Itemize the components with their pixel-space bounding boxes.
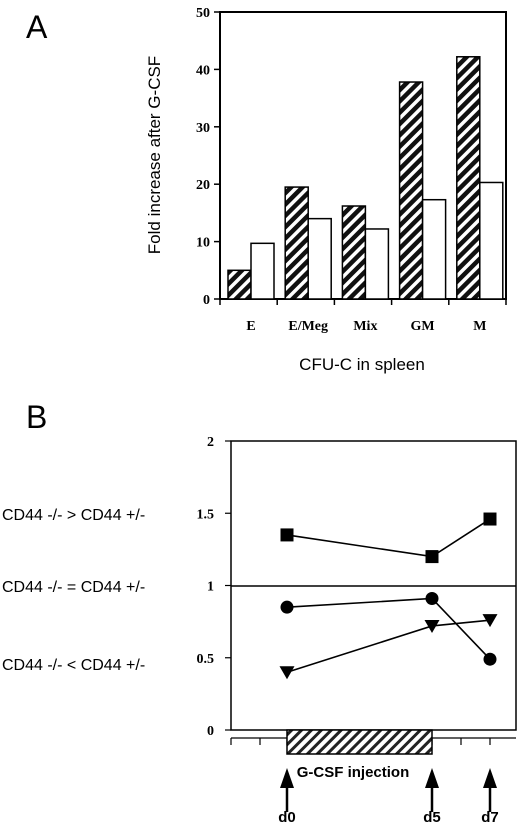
bar-gm-open [421,198,447,300]
point-triangle-down-d7 [482,614,498,628]
panel-b-letter: B [26,399,47,435]
point-triangle-down-d0 [279,666,295,680]
y-tick-label: 0.5 [197,652,215,667]
point-circle-d0 [280,600,294,614]
panel-b-series [279,512,498,680]
point-square-d7 [483,512,497,526]
panel-b: B 0 0.5 1 1.5 2 CD44 -/- > CD44 +/- CD44 -/-… [2,399,517,825]
bar-gm-hatched [398,81,424,300]
bar-e-hatched [227,269,252,300]
y-tick-label: 2 [207,435,214,450]
y-tick-label: 1.5 [197,507,215,522]
x-tick-label: E [246,319,255,334]
x-tick-label: GM [411,319,435,334]
y-tick-label: 20 [196,178,210,193]
bar-e-open [250,242,275,300]
injection-label: G-CSF injection [297,764,410,781]
bar-mix-hatched [341,205,367,300]
series-circle-line [286,597,491,660]
y-tick-label: 0 [203,293,210,308]
y-tick-label: 50 [196,6,210,21]
y-tick-label: 10 [196,236,210,251]
panel-a-y-axis-label: Fold increase after G-CSF [145,56,164,254]
point-circle-d5 [425,592,439,606]
point-square-d5 [425,550,439,564]
x-tick-label: Mix [353,319,377,334]
bar-m-open [479,181,504,300]
panel-a-x-axis-label: CFU-C in spleen [299,355,425,374]
panel-b-y-axis: 0 0.5 1 1.5 2 [197,435,231,739]
bar-e-meg-hatched [284,186,309,300]
y-tick-label: 30 [196,121,210,136]
panel-a-y-axis: 0 10 20 30 40 50 [196,6,220,308]
panel-a: A 0 10 20 30 40 50 E E/Meg Mix GM M Fold increase… [26,6,507,374]
row-label-less: CD44 -/- < CD44 +/- [2,657,145,674]
x-tick-label: E/Meg [288,319,328,334]
point-square-d0 [280,528,294,542]
row-label-equal: CD44 -/- = CD44 +/- [2,579,145,596]
timepoint-label-d0: d0 [278,809,296,825]
bar-mix-open [364,228,390,300]
bar-e-meg-open [307,217,332,300]
y-tick-label: 1 [207,580,214,595]
y-tick-label: 40 [196,63,210,78]
timepoint-arrows: d0 d5 d7 [278,768,499,825]
point-triangle-down-d5 [424,619,440,633]
panel-a-x-axis: E E/Meg Mix GM M [219,299,507,334]
panel-a-bars [227,56,504,300]
arrow-head-icon [425,768,439,788]
arrow-head-icon [483,768,497,788]
timepoint-label-d5: d5 [423,809,441,825]
row-label-greater: CD44 -/- > CD44 +/- [2,507,145,524]
timepoint-label-d7: d7 [481,809,499,825]
point-circle-d7 [483,652,497,666]
series-square-line [286,518,491,558]
bar-m-hatched [456,56,481,300]
arrow-head-icon [280,768,294,788]
injection-period-bar [286,729,433,755]
panel-a-letter: A [26,9,48,45]
x-tick-label: M [473,319,486,334]
y-tick-label: 0 [207,724,214,739]
